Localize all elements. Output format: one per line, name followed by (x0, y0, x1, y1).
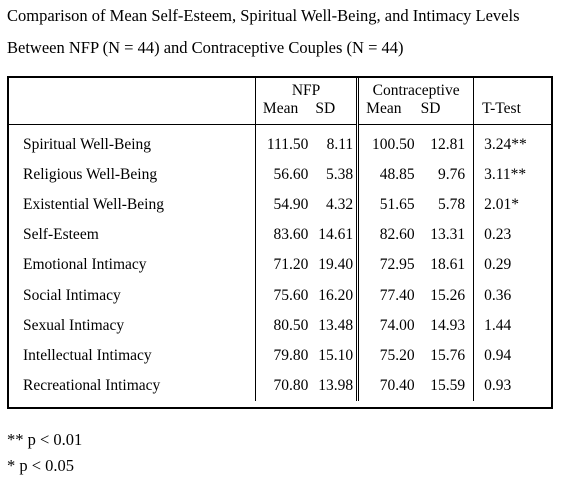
header-nfp-mean: Mean (255, 100, 314, 125)
contraceptive-sd-cell: 14.93 (418, 310, 475, 341)
nfp-sd-cell: 4.32 (313, 190, 360, 221)
nfp-mean-cell: 79.80 (273, 346, 309, 364)
table-row: Emotional Intimacy 71.20 19.40 72.95 18.61 0.… (9, 250, 551, 281)
header-nfp: NFP (255, 78, 360, 100)
nfp-sd-cell: 15.10 (313, 340, 360, 371)
contraceptive-sd-cell: 5.78 (418, 190, 475, 221)
table-row: Intellectual Intimacy 79.80 15.10 75.20 15.7… (9, 340, 551, 371)
header-contraceptive-sd: SD (418, 100, 475, 125)
row-label: Emotional Intimacy (9, 250, 256, 281)
nfp-mean-cell: 70.80 (273, 376, 309, 394)
ttest-cell: 3.11** (484, 166, 527, 184)
nfp-sd-cell: 13.98 (313, 370, 360, 401)
nfp-mean-cell: 54.90 (273, 196, 309, 214)
nfp-mean-cell: 80.50 (273, 316, 309, 334)
table-row: Existential Well-Being 54.90 4.32 51.65 5.78… (9, 190, 551, 221)
table-title-line-1: Comparison of Mean Self-Esteem, Spiritua… (7, 6, 520, 25)
table-row: Spiritual Well-Being 111.50 8.11 100.50 12.8… (9, 130, 551, 161)
table-row: Religious Well-Being 56.60 5.38 48.85 9.76 3.… (9, 160, 551, 191)
contraceptive-mean-cell: 74.00 (379, 316, 415, 334)
contraceptive-mean-cell: 75.20 (379, 346, 415, 364)
nfp-sd-cell: 19.40 (313, 250, 360, 281)
contraceptive-mean-cell: 70.40 (379, 376, 415, 394)
nfp-sd-cell: 13.48 (313, 310, 360, 341)
nfp-sd-cell: 8.11 (313, 130, 360, 161)
row-label: Self-Esteem (9, 220, 256, 251)
ttest-cell: 0.29 (484, 256, 512, 274)
header-contraceptive: Contraceptive (357, 78, 475, 100)
table-row: Social Intimacy 75.60 16.20 77.40 15.26 0.36 (9, 280, 551, 311)
header-nfp-sd: SD (313, 100, 360, 125)
contraceptive-mean-cell: 51.65 (379, 196, 415, 214)
data-table-frame: NFP Contraceptive Mean SD Mean SD T-Test… (7, 76, 553, 409)
row-label: Sexual Intimacy (9, 310, 256, 341)
contraceptive-sd-cell: 18.61 (418, 250, 475, 281)
footnote-p-001: ** p < 0.01 (7, 430, 83, 449)
ttest-cell: 1.44 (484, 316, 512, 334)
ttest-cell: 0.36 (484, 286, 512, 304)
nfp-mean-cell: 71.20 (273, 256, 309, 274)
footnote-p-005: * p < 0.05 (7, 456, 75, 475)
header-contraceptive-mean: Mean (357, 100, 419, 125)
contraceptive-mean-cell: 82.60 (379, 226, 415, 244)
header-label-cell (9, 100, 256, 125)
table-row: Recreational Intimacy 70.80 13.98 70.40 15.5… (9, 370, 551, 401)
header-ttest: T-Test (473, 100, 551, 125)
row-label: Spiritual Well-Being (9, 130, 256, 161)
header-blank (9, 78, 256, 100)
row-label: Existential Well-Being (9, 190, 256, 221)
ttest-cell: 0.94 (484, 346, 512, 364)
contraceptive-mean-cell: 77.40 (379, 286, 415, 304)
ttest-cell: 2.01* (484, 196, 519, 214)
ttest-cell: 3.24** (484, 136, 527, 154)
ttest-cell: 0.23 (484, 226, 512, 244)
header-ttest-top (474, 78, 551, 100)
nfp-sd-cell: 16.20 (313, 280, 360, 311)
data-table: NFP Contraceptive Mean SD Mean SD T-Test… (9, 78, 551, 401)
row-label: Intellectual Intimacy (9, 340, 256, 371)
nfp-sd-cell: 5.38 (313, 160, 360, 191)
ttest-cell: 0.93 (484, 376, 512, 394)
contraceptive-mean-cell: 48.85 (379, 166, 415, 184)
row-label: Recreational Intimacy (9, 370, 256, 401)
contraceptive-sd-cell: 15.59 (418, 370, 475, 401)
contraceptive-sd-cell: 12.81 (418, 130, 475, 161)
contraceptive-sd-cell: 15.26 (418, 280, 475, 311)
table-title-line-2: Between NFP (N = 44) and Contraceptive C… (7, 38, 404, 57)
contraceptive-mean-cell: 100.50 (371, 136, 415, 154)
contraceptive-sd-cell: 13.31 (418, 220, 475, 251)
table-row: Sexual Intimacy 80.50 13.48 74.00 14.93 1.44 (9, 310, 551, 341)
table-row: Self-Esteem 83.60 14.61 82.60 13.31 0.23 (9, 220, 551, 251)
nfp-mean-cell: 75.60 (273, 286, 309, 304)
row-label: Social Intimacy (9, 280, 256, 311)
contraceptive-sd-cell: 15.76 (418, 340, 475, 371)
contraceptive-sd-cell: 9.76 (418, 160, 475, 191)
nfp-mean-cell: 56.60 (273, 166, 309, 184)
nfp-mean-cell: 83.60 (273, 226, 309, 244)
row-label: Religious Well-Being (9, 160, 256, 191)
nfp-mean-cell: 111.50 (266, 136, 309, 154)
contraceptive-mean-cell: 72.95 (379, 256, 415, 274)
nfp-sd-cell: 14.61 (313, 220, 360, 251)
